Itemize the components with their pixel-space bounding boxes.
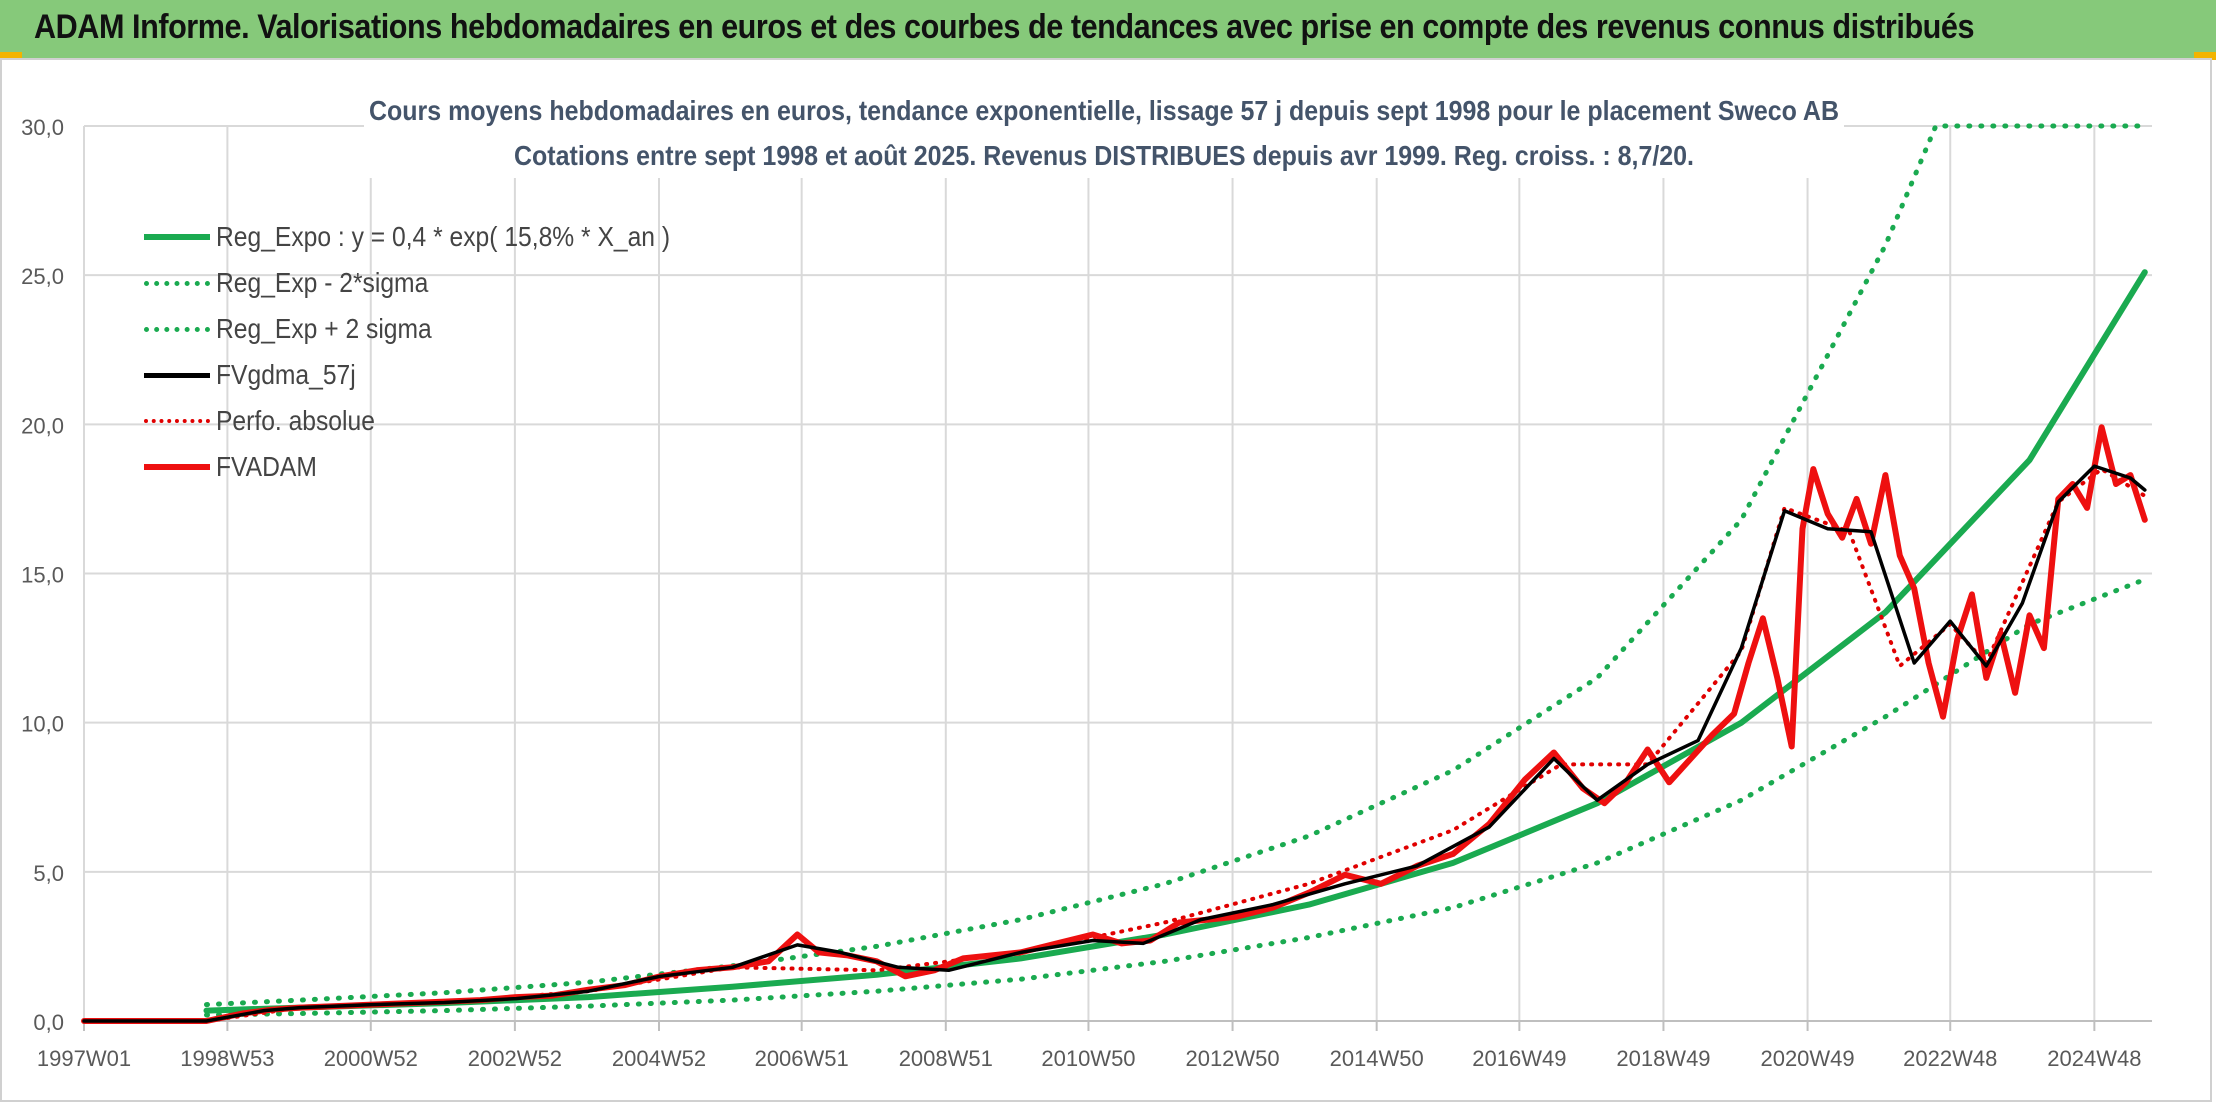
series-line-3 [82,464,2147,1023]
x-tick-label: 2008W51 [899,1046,993,1071]
header-accent-left [0,52,22,60]
y-tick-label: 15,0 [21,563,64,588]
legend-swatch [144,234,210,240]
x-tick-label: 2022W48 [1903,1046,1997,1071]
x-tick-label: 2024W48 [2047,1046,2141,1071]
series-line-1 [204,577,2148,1018]
legend-label: Reg_Expo : y = 0,4 * exp( 15,8% * X_an ) [216,221,671,252]
legend-label: FVgdma_57j [216,359,356,390]
y-tick-label: 5,0 [33,861,64,886]
x-tick-label: 2000W52 [324,1046,418,1071]
chart-title: Cours moyens hebdomadaires en euros, ten… [369,95,1839,126]
legend-item: Perfo. absolue [144,398,732,444]
header-bar: ADAM Informe. Valorisations hebdomadaire… [0,0,2216,60]
x-tick-label: 1997W01 [37,1046,131,1071]
legend-item: FVADAM [144,444,732,490]
legend-swatch [144,280,210,286]
title-background [364,90,1844,178]
chart-subtitle: Cotations entre sept 1998 et août 2025. … [514,140,1694,171]
x-tick-label: 2002W52 [468,1046,562,1071]
legend-swatch [144,419,210,423]
y-tick-label: 10,0 [21,712,64,737]
legend-item: Reg_Exp - 2*sigma [144,260,732,306]
x-tick-label: 2018W49 [1616,1046,1710,1071]
y-tick-label: 30,0 [21,115,64,140]
legend-item: Reg_Expo : y = 0,4 * exp( 15,8% * X_an ) [144,214,732,260]
x-tick-label: 2020W49 [1760,1046,1854,1071]
legend-swatch [144,326,210,332]
x-tick-label: 2010W50 [1041,1046,1135,1071]
header-accent-right [2194,52,2216,60]
legend-item: FVgdma_57j [144,352,732,398]
grid [83,125,2152,1022]
legend-label: FVADAM [216,451,317,482]
series-layer [81,123,2148,1024]
x-tick-label: 2016W49 [1472,1046,1566,1071]
legend-item: Reg_Exp + 2 sigma [144,306,732,352]
legend-swatch [144,372,210,378]
header-title: ADAM Informe. Valorisations hebdomadaire… [34,8,1975,46]
legend: Reg_Expo : y = 0,4 * exp( 15,8% * X_an )… [144,214,732,490]
chart-frame [0,58,2212,1102]
axes: 0,0 5,0 10,0 15,0 20,0 25,0 30,0 1997W01 1998W53… [21,115,2152,1071]
x-tick-label: 2006W51 [755,1046,849,1071]
y-tick-label: 25,0 [21,264,64,289]
x-tick-label: 2004W52 [612,1046,706,1071]
x-tick-label: 2012W50 [1185,1046,1279,1071]
legend-label: Reg_Exp - 2*sigma [216,267,429,298]
legend-label: Reg_Exp + 2 sigma [216,313,432,344]
y-tick-label: 0,0 [33,1010,64,1035]
x-tick-label: 2014W50 [1330,1046,1424,1071]
x-tick-label: 1998W53 [180,1046,274,1071]
legend-swatch [144,464,210,470]
y-tick-label: 20,0 [21,413,64,438]
legend-label: Perfo. absolue [216,405,375,436]
series-line-2 [204,123,2148,1008]
